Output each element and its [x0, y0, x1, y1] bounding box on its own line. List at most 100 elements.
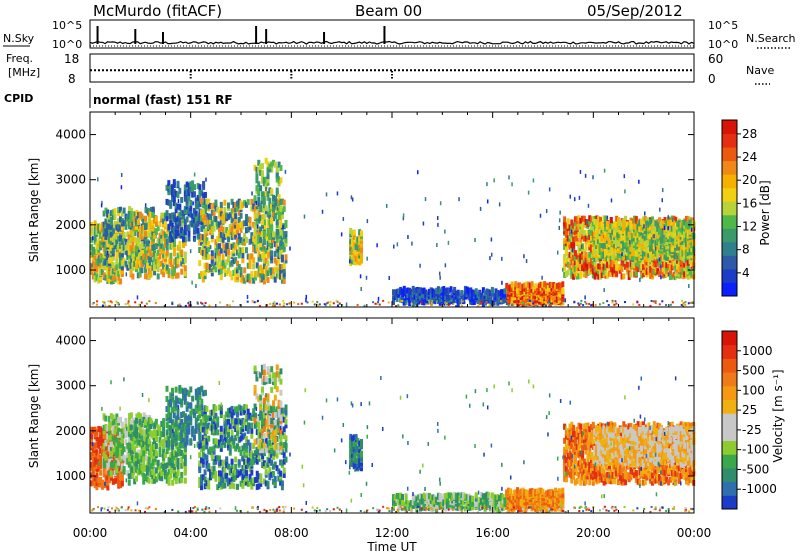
echo-cell — [95, 228, 99, 235]
echo-cell — [176, 252, 180, 259]
echo-cell — [135, 413, 139, 420]
echo-cell — [674, 216, 678, 223]
echo-cell — [668, 264, 672, 271]
echo-cell — [235, 249, 239, 256]
nave-marker — [290, 74, 293, 76]
ground-echo — [204, 302, 207, 305]
echo-cell — [650, 268, 654, 275]
echo-cell — [667, 241, 671, 248]
echo-cell — [93, 236, 97, 243]
echo-cell — [262, 176, 266, 183]
echo-cell — [219, 210, 223, 217]
echo-cell — [180, 227, 184, 234]
echo-cell — [577, 249, 581, 256]
echo-cell — [182, 217, 186, 224]
echo-cell — [658, 259, 662, 266]
echo-cell — [631, 254, 635, 261]
echo-cell — [478, 290, 482, 297]
echo-cell — [203, 205, 207, 212]
echo-cell — [210, 270, 214, 277]
echo-cell — [127, 249, 131, 256]
echo-cell — [201, 234, 205, 241]
echo-cell — [591, 259, 595, 266]
echo-cell — [113, 213, 117, 220]
echo-cell — [154, 252, 158, 259]
ytick-label: 4000 — [55, 128, 86, 142]
echo-cell — [219, 218, 223, 225]
echo-cell — [271, 267, 275, 274]
echo-cell — [104, 474, 108, 481]
echo-cell — [624, 257, 628, 264]
ground-echo — [544, 301, 547, 304]
echo-cell — [194, 210, 198, 217]
echo-cell — [643, 250, 647, 257]
echo-cell — [187, 182, 191, 189]
echo-cell — [683, 252, 687, 259]
echo-cell — [564, 246, 568, 253]
echo-cell — [128, 413, 132, 420]
echo-cell — [108, 465, 112, 472]
echo-cell — [543, 281, 547, 288]
echo-cell — [480, 292, 484, 299]
echo-cell — [214, 202, 218, 209]
echo-cell — [411, 285, 415, 292]
echo-cell — [169, 252, 173, 259]
echo-cell — [676, 253, 680, 260]
echo-cell — [472, 298, 476, 305]
echo-cell — [205, 237, 209, 244]
echo-cell — [109, 430, 113, 437]
echo-cell — [616, 226, 620, 233]
echo-cell — [607, 238, 611, 245]
echo-cell — [91, 260, 95, 267]
echo-cell — [279, 264, 283, 271]
echo-cell — [686, 259, 690, 266]
freq-label: Freq. — [6, 52, 33, 65]
echo-cell — [102, 424, 106, 431]
echo-cell — [140, 258, 144, 265]
echo-cell — [528, 282, 532, 289]
echo-cell — [271, 215, 275, 222]
ground-echo — [253, 301, 256, 304]
echo-cell — [445, 287, 449, 294]
echo-cell — [685, 232, 689, 239]
echo-cell — [563, 220, 567, 227]
ground-echo — [196, 301, 199, 304]
echo-cell — [129, 263, 133, 270]
echo-cell — [144, 248, 148, 255]
echo-cell — [248, 220, 252, 227]
echo-cell — [250, 253, 254, 260]
echo-cell — [129, 424, 133, 431]
echo-cell — [257, 166, 261, 173]
echo-cell — [115, 251, 119, 258]
echo-cell — [248, 277, 252, 284]
echo-cell — [95, 484, 99, 491]
echo-cell — [158, 235, 162, 242]
echo-cell — [586, 257, 590, 264]
echo-cell — [600, 242, 604, 249]
echo-cell — [127, 211, 131, 218]
echo-cell — [650, 254, 654, 261]
nave-marker — [189, 74, 192, 76]
echo-cell — [598, 221, 602, 228]
echo-cell — [645, 259, 649, 266]
echo-cell — [408, 299, 412, 306]
echo-cell — [273, 195, 277, 202]
echo-cell — [620, 221, 624, 228]
echo-cell — [279, 225, 283, 232]
echo-cell — [235, 205, 239, 212]
echo-cell — [167, 258, 171, 265]
echo-cell — [102, 210, 106, 217]
echo-cell — [471, 299, 475, 306]
echo-cell — [205, 198, 209, 205]
echo-cell — [568, 224, 572, 231]
echo-cell — [597, 268, 601, 275]
echo-cell — [530, 289, 534, 296]
echo-cell — [642, 216, 646, 223]
echo-cell — [259, 271, 263, 278]
echo-cell — [606, 262, 610, 269]
freq-series — [90, 69, 694, 79]
echo-cell — [598, 269, 602, 276]
ground-echo — [327, 301, 330, 304]
scatter-echo — [255, 201, 258, 206]
